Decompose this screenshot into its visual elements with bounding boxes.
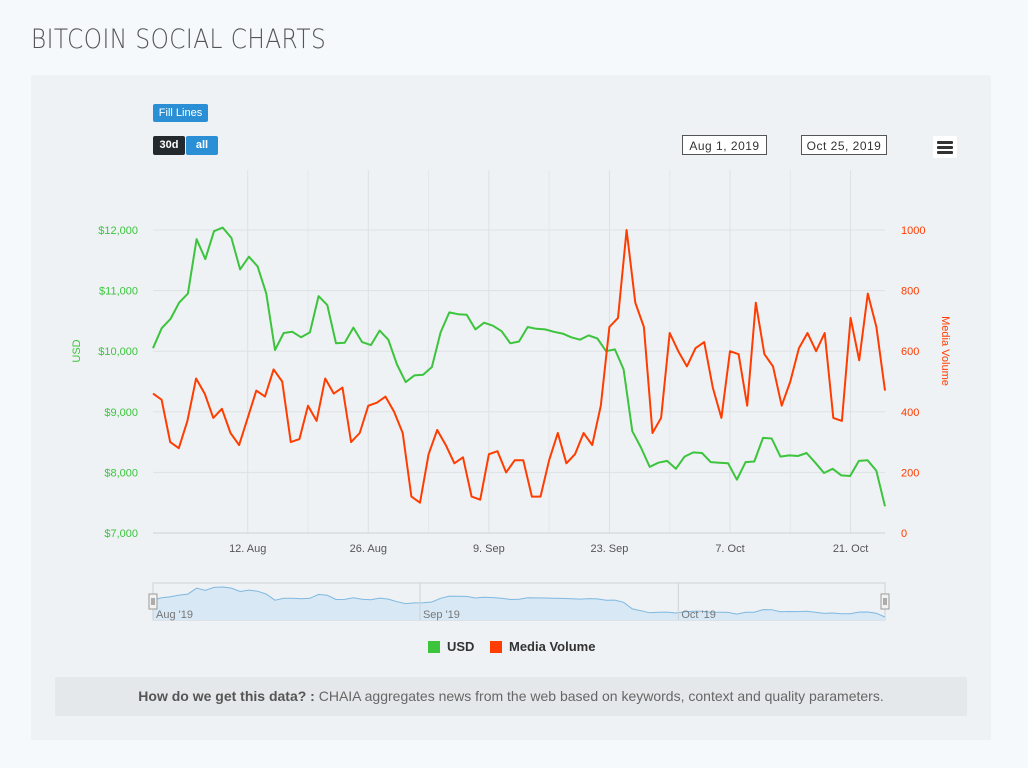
menu-bar: [937, 146, 953, 149]
y-right-tick-label: 0: [901, 528, 907, 540]
page-title: BITCOIN SOCIAL CHARTS: [31, 24, 327, 55]
y-right-tick-label: 600: [901, 346, 919, 358]
x-tick-label: 12. Aug: [229, 543, 266, 555]
legend-item-media-volume[interactable]: Media Volume: [490, 639, 595, 654]
legend-item-usd[interactable]: USD: [428, 639, 474, 654]
series-line-media-volume: [152, 229, 886, 504]
navigator-label: Oct '19: [681, 609, 716, 621]
date-from-input[interactable]: Aug 1, 2019: [682, 135, 767, 155]
y-right-tick-label: 200: [901, 467, 919, 479]
data-source-question: How do we get this data? :: [138, 688, 315, 704]
navigator-line: [152, 586, 886, 618]
x-tick-label: 21. Oct: [833, 543, 868, 555]
x-tick-label: 7. Oct: [715, 543, 744, 555]
fill-lines-button[interactable]: Fill Lines: [153, 104, 208, 122]
x-tick-label: 23. Sep: [590, 543, 628, 555]
y-right-axis-title: Media Volume: [939, 316, 951, 386]
legend-swatch-usd: [428, 640, 440, 653]
legend-label-media-volume: Media Volume: [509, 639, 596, 654]
y-left-tick-label: $7,000: [104, 528, 138, 540]
navigator-handle-right[interactable]: [880, 593, 890, 610]
legend-swatch-media-volume: [490, 640, 502, 653]
y-left-tick-label: $12,000: [98, 225, 138, 237]
y-left-tick-label: $11,000: [99, 286, 138, 298]
y-left-tick-label: $9,000: [104, 407, 138, 419]
y-left-tick-label: $10,000: [98, 346, 138, 358]
y-left-tick-label: $8,000: [104, 467, 138, 479]
date-to-input[interactable]: Oct 25, 2019: [801, 135, 887, 155]
y-right-tick-label: 400: [901, 407, 919, 419]
data-source-answer: CHAIA aggregates news from the web based…: [314, 688, 884, 704]
x-tick-label: 26. Aug: [350, 543, 387, 555]
series-line-usd: [152, 226, 886, 507]
x-tick-label: 9. Sep: [473, 543, 505, 555]
range-30d-button[interactable]: 30d: [153, 136, 185, 155]
y-left-axis-title: USD: [71, 339, 83, 362]
menu-bar: [937, 151, 953, 154]
navigator-label: Sep '19: [423, 609, 460, 621]
navigator-label: Aug '19: [156, 609, 193, 621]
navigator-handle-left[interactable]: [148, 593, 158, 610]
menu-bar: [937, 141, 953, 144]
range-all-button[interactable]: all: [186, 136, 218, 155]
y-right-tick-label: 1000: [901, 225, 925, 237]
y-right-tick-label: 800: [901, 286, 919, 298]
hamburger-menu-icon[interactable]: [933, 136, 957, 158]
data-source-note: How do we get this data? : CHAIA aggrega…: [55, 677, 967, 716]
legend-label-usd: USD: [447, 639, 475, 654]
